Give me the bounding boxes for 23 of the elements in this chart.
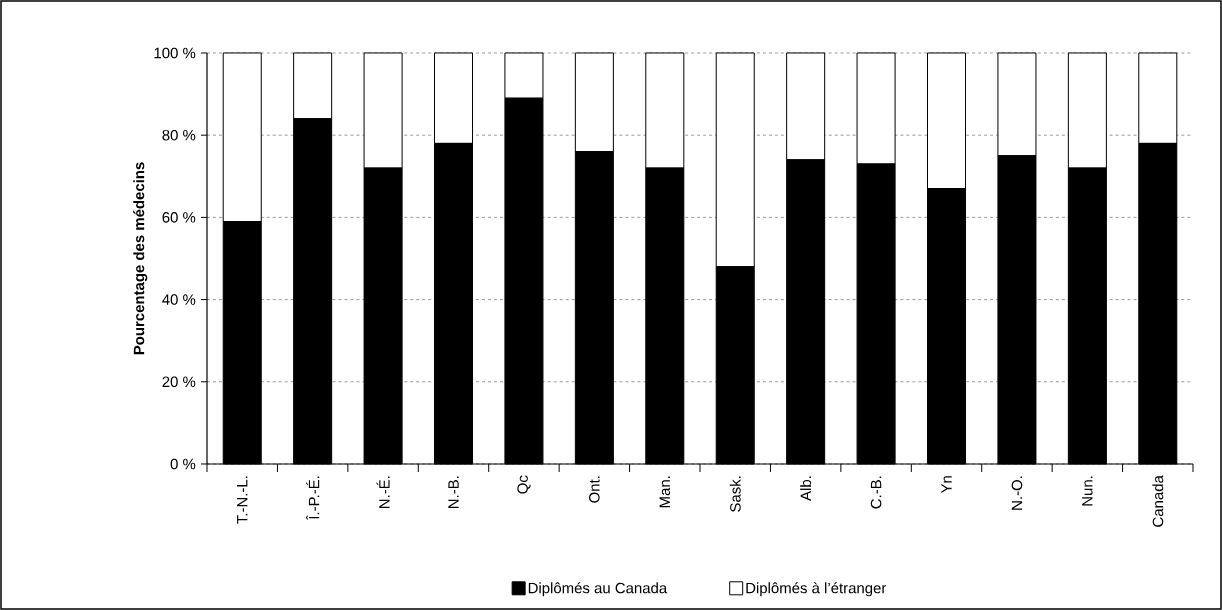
y-tick-label: 0 % bbox=[170, 458, 196, 470]
legend-label: Diplômés à l’étranger bbox=[746, 582, 887, 597]
y-tick-label: 80 % bbox=[162, 129, 196, 141]
x-tick-label: Yn bbox=[941, 476, 952, 494]
x-tick-label: Ont. bbox=[589, 476, 600, 503]
x-tick-label: Man. bbox=[659, 476, 671, 508]
y-tick-label: 40 % bbox=[162, 294, 196, 305]
x-tick-label: Î.-P.-É. bbox=[306, 476, 320, 521]
x-tick-label: Sask. bbox=[729, 476, 741, 512]
x-tick-label: Canada bbox=[1152, 475, 1164, 527]
x-tick-label: C.-B. bbox=[870, 476, 882, 509]
legend-label: Diplômés au Canada bbox=[528, 582, 668, 597]
y-tick-label: 60 % bbox=[162, 212, 196, 223]
x-tick-label: N.-B. bbox=[448, 476, 459, 508]
y-tick-label: 100 % bbox=[154, 47, 196, 59]
y-axis-title: Pourcentage des médecins bbox=[133, 162, 148, 355]
x-tick-label: N.-É. bbox=[376, 476, 390, 508]
x-tick-label: Alb. bbox=[800, 476, 812, 501]
x-tick-label: N.-O. bbox=[1011, 476, 1023, 510]
x-tick-label: Nun. bbox=[1082, 476, 1093, 506]
y-tick-label: 20 % bbox=[162, 376, 196, 388]
x-tick-label: T.-N.-L. bbox=[237, 476, 248, 524]
x-tick-label: Qc bbox=[517, 475, 531, 494]
